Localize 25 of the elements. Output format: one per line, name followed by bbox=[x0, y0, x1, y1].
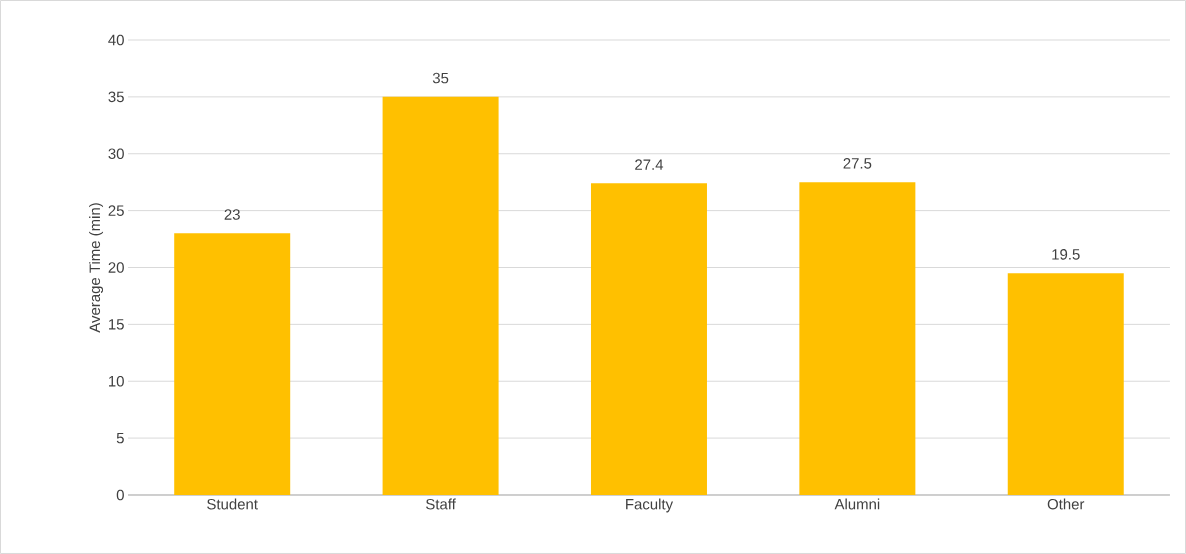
y-tick-label: 40 bbox=[108, 34, 124, 46]
x-tick-label: Faculty bbox=[626, 498, 674, 513]
y-tick-label: 25 bbox=[108, 205, 124, 216]
y-tick-label: 10 bbox=[109, 375, 124, 387]
y-tick-label: 0 bbox=[116, 489, 124, 501]
x-tick-label: Student bbox=[207, 498, 258, 510]
y-tick-label: 35 bbox=[108, 91, 124, 103]
data-label: 19.5 bbox=[1052, 249, 1080, 260]
bar bbox=[799, 182, 916, 495]
y-axis-title: Average Time (min) bbox=[89, 203, 104, 333]
bar bbox=[590, 183, 707, 495]
x-tick-label: Staff bbox=[426, 498, 456, 510]
y-tick-label: 5 bbox=[116, 432, 124, 444]
y-tick-label: 15 bbox=[109, 319, 124, 330]
y-tick-label: 20 bbox=[108, 262, 124, 273]
bar bbox=[382, 96, 499, 495]
data-label: 35 bbox=[432, 72, 449, 84]
y-tick-label: 30 bbox=[108, 148, 124, 160]
data-label: 27.5 bbox=[843, 158, 872, 169]
x-tick-label: Other bbox=[1047, 498, 1085, 510]
data-label: 23 bbox=[224, 209, 240, 220]
bar bbox=[174, 233, 291, 495]
bar bbox=[1007, 273, 1124, 495]
data-label: 27.4 bbox=[635, 159, 664, 170]
x-tick-label: Alumni bbox=[834, 498, 880, 510]
